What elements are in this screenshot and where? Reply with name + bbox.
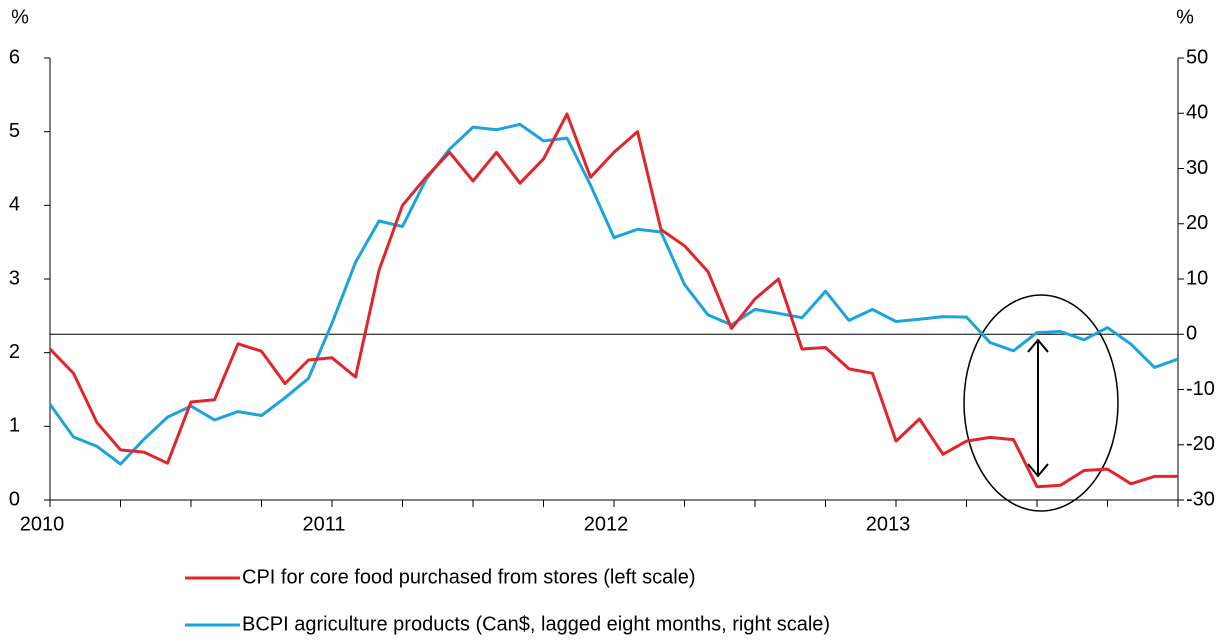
y2-tick-label: -30	[1186, 488, 1215, 510]
series-line	[48, 122, 1179, 466]
y2-tick-label: -20	[1186, 433, 1215, 455]
highlight-ellipse	[963, 294, 1119, 512]
x-tick-label: 2011	[302, 513, 345, 535]
y2-tick-label: 10	[1186, 267, 1208, 289]
legend-label: BCPI agriculture products (Can$, lagged …	[242, 613, 830, 635]
y2-tick-label: 30	[1186, 157, 1208, 179]
y2-tick-label: -10	[1186, 378, 1215, 400]
y2-tick-label: 20	[1186, 212, 1208, 234]
legend-label: CPI for core food purchased from stores …	[242, 566, 696, 588]
y-tick-label: 1	[9, 415, 20, 437]
x-tick-label: 2013	[866, 513, 911, 535]
series-line	[48, 112, 1178, 489]
y2-tick-label: 0	[1186, 323, 1197, 345]
x-tick-label: 2012	[584, 513, 629, 535]
y-tick-label: 4	[9, 194, 20, 216]
y-tick-label: 5	[9, 120, 20, 142]
y-tick-label: 0	[9, 488, 20, 510]
y-tick-label: 3	[9, 267, 20, 289]
y2-axis-unit: %	[1176, 6, 1194, 28]
gap-arrow	[1027, 338, 1049, 478]
y2-tick-label: 50	[1186, 46, 1208, 68]
y2-tick-label: 40	[1186, 102, 1208, 124]
y-tick-label: 6	[9, 46, 20, 68]
y-axis-unit: %	[11, 6, 29, 28]
x-tick-label: 2010	[20, 513, 65, 535]
y-tick-label: 2	[9, 341, 20, 363]
